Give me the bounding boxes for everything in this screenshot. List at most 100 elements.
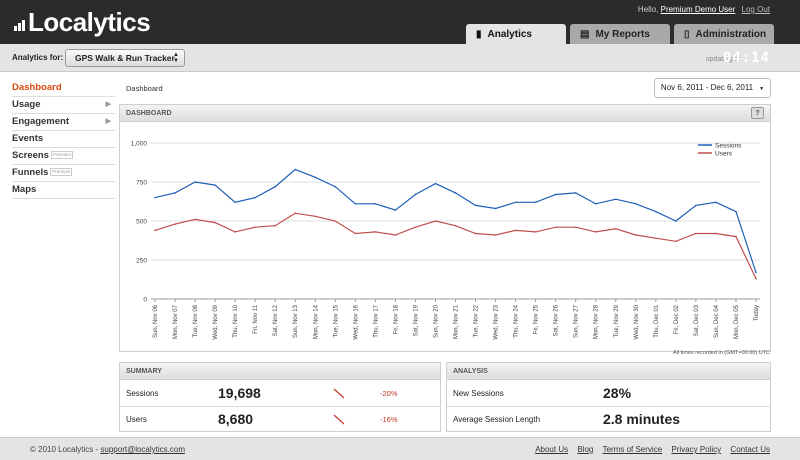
select-arrows-icon: ▲ ▼ <box>173 52 179 64</box>
data-point-users <box>514 229 517 232</box>
refresh-countdown: 04:14 <box>722 50 770 66</box>
chevron-right-icon: ▶ <box>105 118 111 125</box>
sub-bar: Analytics for: GPS Walk & Run Tracker ▲ ▼… <box>0 44 800 72</box>
bar-chart-icon: ▮ <box>476 28 482 40</box>
sidebar-item-events[interactable]: Events <box>12 131 115 148</box>
user-name-link[interactable]: Premium Demo User <box>660 5 736 14</box>
data-point-sessions <box>434 182 437 185</box>
tab-administration[interactable]: ▯ Administration <box>674 24 774 44</box>
legend-label: Sessions <box>715 143 742 150</box>
breadcrumb[interactable]: Dashboard <box>126 84 163 93</box>
x-tick-label: Tue, Nov 22 <box>474 304 480 337</box>
data-point-sessions <box>655 210 657 213</box>
analysis-panel: ANALYSIS New Sessions 28% Average Sessio… <box>446 362 771 432</box>
logo-bars-icon <box>14 20 25 31</box>
summary-header: SUMMARY <box>120 363 440 380</box>
sidebar-item-label: Funnels <box>12 167 49 178</box>
data-point-users <box>374 231 377 233</box>
sidebar-item-screens[interactable]: Screens Premium <box>12 148 115 165</box>
data-point-sessions <box>234 201 236 204</box>
y-tick-label: 500 <box>136 219 147 226</box>
footer-link-terms[interactable]: Terms of Service <box>602 445 663 454</box>
data-point-sessions <box>635 203 637 205</box>
logo-text: Localytics <box>28 7 151 37</box>
x-tick-label: Sat, Dec 03 <box>694 304 700 336</box>
summary-row-sessions: Sessions 19,698 -20% <box>120 381 440 407</box>
x-tick-label: Sun, Nov 20 <box>433 304 439 338</box>
data-point-sessions <box>314 176 317 179</box>
data-point-sessions <box>514 201 517 204</box>
sessions-users-chart: 0 250 500 750 1,000 Sun, Nov 06 Mon, Nov 07 Tue… <box>131 141 760 340</box>
sidebar-item-dashboard[interactable]: Dashboard <box>12 80 115 97</box>
logout-link[interactable]: Log Out <box>741 5 770 14</box>
sidebar-item-engagement[interactable]: Engagement ▶ <box>12 114 115 131</box>
data-point-sessions <box>474 204 477 207</box>
data-point-sessions <box>614 198 617 200</box>
user-box: Hello, Premium Demo User Log Out <box>638 5 770 14</box>
document-icon: ▤ <box>580 28 590 40</box>
x-tick-label: Mon, Nov 14 <box>313 304 319 339</box>
trend-down-icon <box>333 388 345 399</box>
phone-icon: ▯ <box>684 28 690 40</box>
sidebar-item-maps[interactable]: Maps <box>12 182 115 199</box>
x-tick-label: Tue, Nov 15 <box>333 304 339 337</box>
support-email-link[interactable]: support@localytics.com <box>100 445 185 454</box>
data-point-users <box>314 215 317 218</box>
data-point-users <box>594 231 597 233</box>
data-point-users <box>194 218 196 221</box>
data-point-sessions <box>354 203 357 205</box>
chevron-right-icon: ▶ <box>105 101 111 108</box>
data-point-sessions <box>574 192 577 194</box>
x-tick-label: Mon, Nov 21 <box>454 304 460 339</box>
data-point-sessions <box>154 196 156 199</box>
x-tick-label: Sat, Nov 19 <box>413 304 419 336</box>
data-point-users <box>274 224 276 227</box>
footer-link-contact[interactable]: Contact Us <box>730 445 770 454</box>
x-tick-label: Wed, Nov 30 <box>634 304 640 339</box>
date-range-picker[interactable]: Nov 6, 2011 - Dec 6, 2011 ▼ <box>654 78 771 98</box>
data-point-users <box>534 231 537 233</box>
tab-analytics[interactable]: ▮ Analytics <box>466 24 566 44</box>
legend-label: Users <box>715 151 733 158</box>
data-point-sessions <box>294 168 297 171</box>
panel-header: DASHBOARD ? <box>120 105 770 122</box>
updating-label: updating in <box>705 56 740 63</box>
logo[interactable]: Localytics <box>14 7 151 37</box>
summary-row-users: Users 8,680 -16% <box>120 407 440 433</box>
x-tick-label: Sun, Dec 04 <box>714 304 720 338</box>
data-point-users <box>234 231 236 233</box>
data-point-users <box>414 226 417 229</box>
data-point-sessions <box>414 193 417 196</box>
dashboard-panel: DASHBOARD ? 0 250 500 750 1,000 Sun, Nov 06 Mo… <box>119 104 771 352</box>
tab-my-reports[interactable]: ▤ My Reports <box>570 24 670 44</box>
data-point-sessions <box>394 209 397 211</box>
premium-badge: Premium <box>50 168 73 177</box>
y-tick-label: 250 <box>136 258 147 265</box>
data-point-sessions <box>675 220 677 222</box>
sidebar-item-label: Screens <box>12 150 49 161</box>
row-label: Average Session Length <box>453 415 541 424</box>
data-point-sessions <box>735 210 737 213</box>
timezone-note: All times recorded in (GMT+00:00) UTC <box>672 350 770 356</box>
sidebar-item-usage[interactable]: Usage ▶ <box>12 97 115 114</box>
data-point-users <box>474 232 477 235</box>
app-select[interactable]: GPS Walk & Run Tracker ▲ ▼ <box>65 49 185 67</box>
footer-link-privacy[interactable]: Privacy Policy <box>671 445 722 454</box>
app-select-value: GPS Walk & Run Tracker <box>75 53 175 63</box>
help-button[interactable]: ? <box>751 107 764 119</box>
row-value: 28% <box>603 385 632 401</box>
data-point-sessions <box>715 201 717 204</box>
data-point-sessions <box>454 192 457 194</box>
y-tick-label: 750 <box>136 180 147 187</box>
sidebar-item-funnels[interactable]: Funnels Premium <box>12 165 115 182</box>
copyright-text: © 2010 Localytics - <box>30 445 99 454</box>
footer-link-blog[interactable]: Blog <box>577 445 594 454</box>
chevron-down-icon: ▼ <box>759 86 765 92</box>
row-change: -16% <box>380 415 398 424</box>
footer-link-about[interactable]: About Us <box>535 445 569 454</box>
tab-label: Analytics <box>487 28 532 40</box>
data-point-users <box>755 277 757 280</box>
data-point-users <box>294 212 297 214</box>
x-tick-label: Thu, Nov 10 <box>233 304 239 337</box>
data-point-users <box>695 232 697 235</box>
